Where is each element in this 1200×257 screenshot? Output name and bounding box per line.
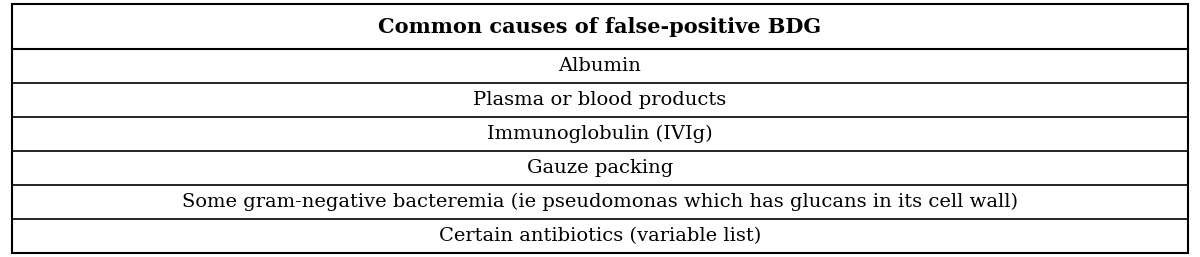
Text: Some gram-negative bacteremia (ie pseudomonas which has glucans in its cell wall: Some gram-negative bacteremia (ie pseudo… [182, 193, 1018, 211]
Text: Gauze packing: Gauze packing [527, 159, 673, 177]
Text: Plasma or blood products: Plasma or blood products [473, 91, 727, 109]
Text: Albumin: Albumin [558, 57, 642, 75]
Text: Common causes of false-positive BDG: Common causes of false-positive BDG [378, 17, 822, 37]
Text: Certain antibiotics (variable list): Certain antibiotics (variable list) [439, 227, 761, 245]
Text: Immunoglobulin (IVIg): Immunoglobulin (IVIg) [487, 125, 713, 143]
